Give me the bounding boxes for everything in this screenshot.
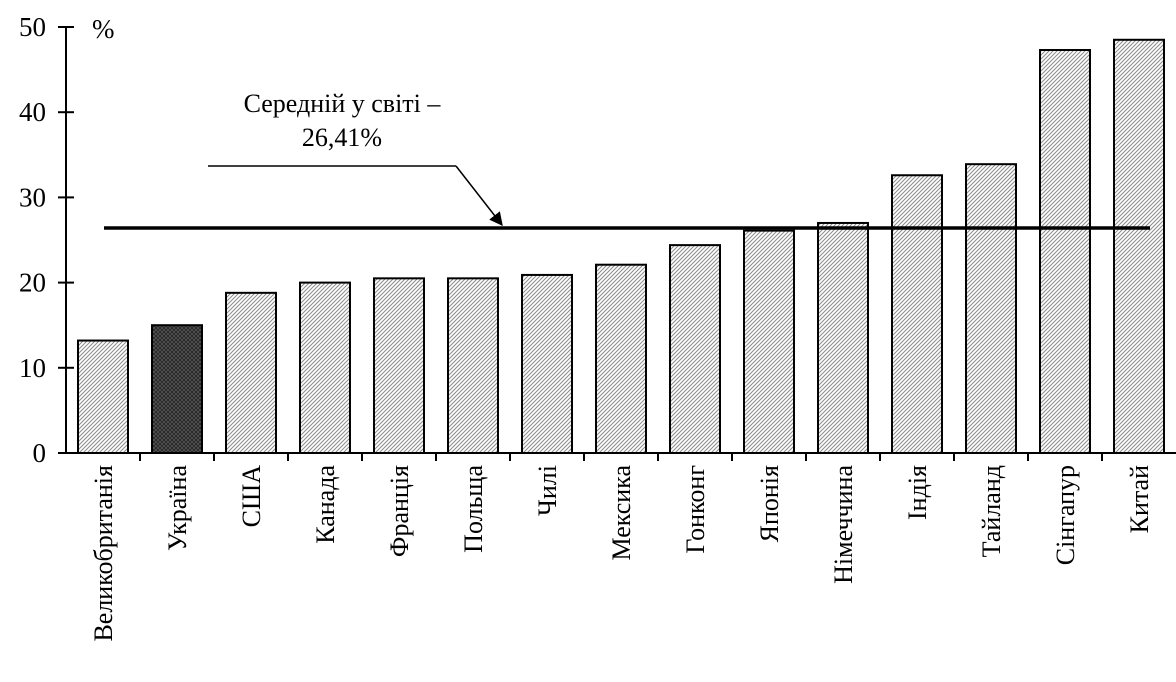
y-tick-label: 10 [19, 353, 46, 383]
bar-8 [669, 244, 721, 454]
bar-7 [595, 263, 647, 455]
bar-12 [965, 163, 1017, 454]
category-label: Великобританія [89, 465, 118, 642]
category-label: Індія [903, 465, 932, 520]
bar-10 [817, 221, 869, 454]
bar-6 [521, 273, 573, 454]
category-label: США [237, 465, 266, 528]
category-label: Гонконг [681, 465, 710, 554]
category-label: Німеччина [829, 465, 858, 584]
category-label: Мексика [607, 465, 636, 561]
bar-11 [891, 174, 943, 455]
y-tick-label: 40 [19, 97, 46, 127]
average-annotation-line2: 26,41% [302, 123, 382, 152]
category-label: Сінгапур [1051, 465, 1080, 565]
category-label: Тайланд [977, 465, 1006, 557]
bar-9 [743, 229, 795, 454]
y-axis: 0 10 20 30 40 50 [19, 12, 74, 468]
bar-4 [373, 277, 425, 454]
bar-1 [151, 324, 203, 455]
y-tick-label: 30 [19, 182, 46, 212]
category-label: Україна [163, 465, 192, 551]
x-axis: Великобританія Україна США Канада Франція Пол… [66, 452, 1176, 642]
bar-14 [1113, 38, 1165, 454]
category-label: Китай [1125, 465, 1154, 533]
average-annotation-line1: Середній у світі – [244, 89, 442, 118]
category-label: Чилі [533, 465, 562, 516]
annotation-arrow [455, 165, 503, 227]
bar-2 [225, 291, 277, 454]
y-tick-label: 0 [33, 438, 47, 468]
y-tick-label: 20 [19, 268, 46, 298]
category-label: Канада [311, 465, 340, 544]
bar-3 [299, 281, 351, 454]
category-label: Польща [459, 465, 488, 553]
bar-5 [447, 277, 499, 454]
category-label: Франція [385, 465, 414, 557]
bar-13 [1039, 49, 1091, 455]
bars [77, 38, 1165, 455]
y-unit-label: % [92, 14, 115, 44]
category-label: Японія [755, 465, 784, 542]
reference-line-group [104, 165, 1150, 230]
bar-0 [77, 339, 129, 455]
y-tick-label: 50 [19, 12, 46, 42]
